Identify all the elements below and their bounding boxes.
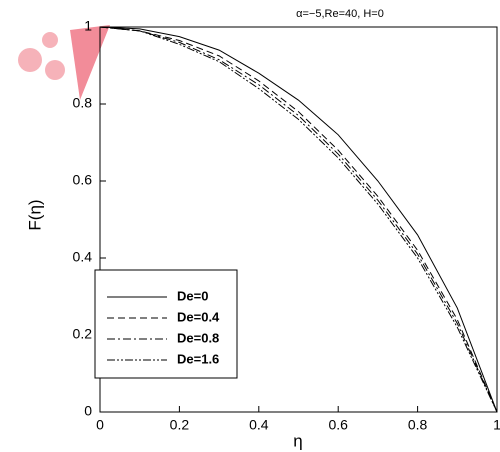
x-tick-label: 1 [493, 417, 500, 433]
x-tick-label: 0 [96, 417, 104, 433]
annotation: α=−5,Re=40, H=0 [296, 8, 384, 20]
line-series [99, 26, 498, 413]
y-tick-label: 0.8 [73, 95, 93, 111]
x-axis-label: η [293, 431, 302, 450]
plot-frame [99, 26, 498, 413]
legend-label: De=0.4 [177, 309, 220, 324]
x-tick-label: 0.2 [170, 417, 190, 433]
line-series [99, 26, 498, 413]
x-tick-label: 0.8 [408, 417, 428, 433]
watermark [18, 25, 110, 100]
y-tick-label: 0 [84, 403, 92, 419]
y-tick-label: 1 [84, 18, 92, 34]
y-axis-label: F(η) [25, 199, 44, 230]
y-tick-label: 0.4 [73, 249, 93, 265]
x-tick-label: 0.6 [328, 417, 348, 433]
line-series [99, 26, 498, 413]
y-tick-label: 0.6 [73, 172, 93, 188]
legend-label: De=0.8 [177, 330, 219, 345]
y-tick-label: 0.2 [73, 326, 93, 342]
line-series [99, 26, 498, 413]
legend-label: De=0 [177, 288, 208, 303]
legend-label: De=1.6 [177, 351, 219, 366]
x-tick-label: 0.4 [249, 417, 269, 433]
